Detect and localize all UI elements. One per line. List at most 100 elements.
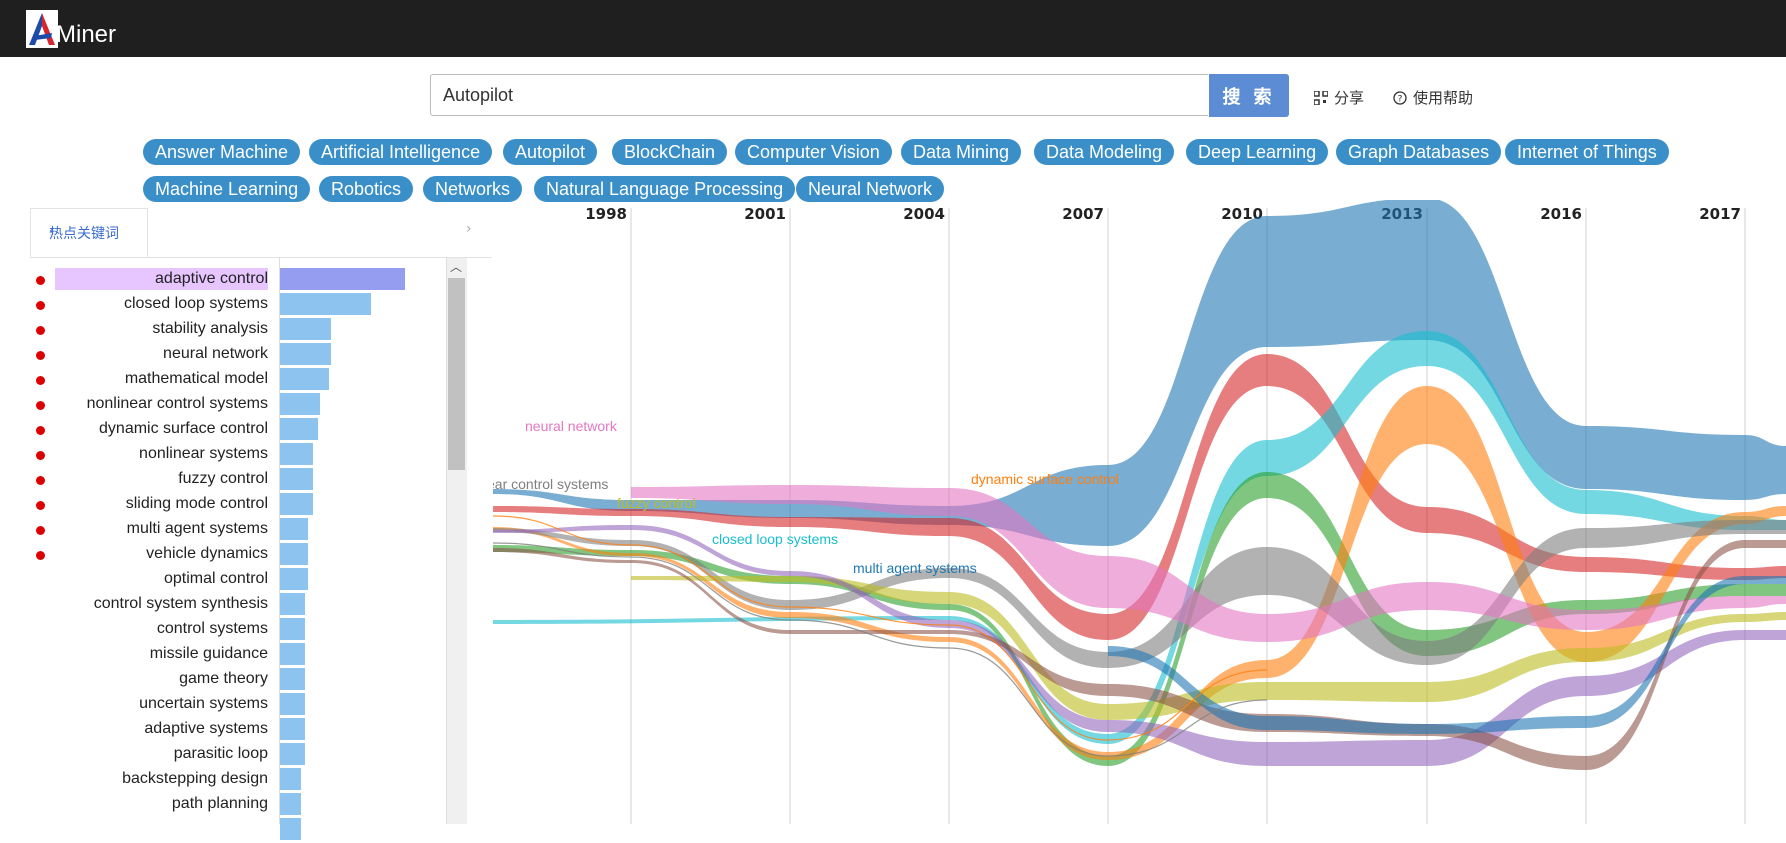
- hot-indicator-dot: [36, 451, 45, 460]
- tab-hot-keywords-label: 热点关键词: [49, 226, 119, 242]
- stream-label: closed loop systems: [712, 531, 838, 547]
- search-input[interactable]: [430, 74, 1208, 116]
- stream-band-blue: [493, 200, 1786, 546]
- keyword-label: backstepping design: [122, 770, 268, 787]
- tag-robotics[interactable]: Robotics: [319, 176, 414, 202]
- list-item[interactable]: uncertain systems: [0, 693, 460, 718]
- keyword-label: parasitic loop: [173, 745, 268, 762]
- keyword-label: closed loop systems: [123, 295, 268, 312]
- tag-deep-learning[interactable]: Deep Learning: [1186, 139, 1329, 165]
- keyword-bar: [280, 343, 331, 365]
- keyword-bar: [280, 318, 331, 340]
- list-item[interactable]: optimal control: [0, 568, 460, 593]
- keyword-label: mathematical model: [124, 370, 268, 387]
- tag-data-mining[interactable]: Data Mining: [901, 139, 1022, 165]
- list-item[interactable]: backstepping design: [0, 768, 460, 793]
- list-item[interactable]: stability analysis: [0, 318, 460, 343]
- stream-label: dynamic surface control: [971, 471, 1119, 487]
- chevron-left-icon[interactable]: ‹: [49, 223, 55, 239]
- keyword-label: game theory: [179, 670, 268, 687]
- tag-machine-learning[interactable]: Machine Learning: [143, 176, 311, 202]
- hot-indicator-dot: [36, 501, 45, 510]
- stream-label: ear control systems: [493, 476, 608, 492]
- aminer-logo[interactable]: Miner: [26, 6, 116, 48]
- hot-indicator-dot: [36, 551, 45, 560]
- tag-natural-language-processing[interactable]: Natural Language Processing: [534, 176, 796, 202]
- keyword-label: uncertain systems: [139, 695, 268, 712]
- list-item[interactable]: fuzzy control: [0, 468, 460, 493]
- keyword-bar: [280, 468, 313, 490]
- year-tick-label: 2010: [1221, 205, 1263, 223]
- tag-internet-of-things[interactable]: Internet of Things: [1505, 139, 1669, 165]
- keyword-bar: [280, 418, 318, 440]
- help-label: 使用帮助: [1413, 89, 1474, 107]
- share-button[interactable]: 分享: [1314, 87, 1364, 108]
- list-item[interactable]: vehicle dynamics: [0, 543, 460, 568]
- keyword-bar: [280, 693, 305, 715]
- year-tick-label: 1998: [585, 205, 627, 223]
- year-tick-label: 2004: [903, 205, 945, 223]
- tab-divider: [30, 257, 492, 258]
- keyword-label: adaptive systems: [144, 720, 268, 737]
- hot-indicator-dot: [36, 301, 45, 310]
- tag-neural-network[interactable]: Neural Network: [796, 176, 945, 202]
- tag-answer-machine[interactable]: Answer Machine: [143, 139, 301, 165]
- keyword-bar: [280, 668, 305, 690]
- keyword-label: missile guidance: [149, 645, 268, 662]
- stream-band-olive: [631, 576, 1786, 720]
- keyword-label: adaptive control: [55, 268, 268, 290]
- hot-indicator-dot: [36, 476, 45, 485]
- year-tick-label: 2001: [744, 205, 786, 223]
- tag-blockchain[interactable]: BlockChain: [612, 139, 728, 165]
- keyword-bar: [280, 618, 305, 640]
- logo-text: Miner: [56, 21, 117, 48]
- list-item[interactable]: dynamic surface control: [0, 418, 460, 443]
- list-item[interactable]: neural network: [0, 343, 460, 368]
- list-item[interactable]: nonlinear control systems: [0, 393, 460, 418]
- list-item[interactable]: closed loop systems: [0, 293, 460, 318]
- keyword-label: stability analysis: [152, 320, 268, 337]
- keyword-label: [256, 818, 268, 840]
- list-item[interactable]: adaptive systems: [0, 718, 460, 743]
- search-button[interactable]: 搜 索: [1209, 74, 1289, 117]
- tag-autopilot[interactable]: Autopilot: [503, 139, 598, 165]
- streamgraph-svg: 19982001200420072010201320162017neural n…: [493, 200, 1786, 824]
- list-item[interactable]: control system synthesis: [0, 593, 460, 618]
- streamgraph-chart: 19982001200420072010201320162017neural n…: [493, 200, 1786, 824]
- list-item[interactable]: parasitic loop: [0, 743, 460, 768]
- year-tick-label: 2017: [1699, 205, 1741, 223]
- top-navigation-bar: Miner: [0, 0, 1786, 57]
- keyword-bar: [280, 293, 371, 315]
- hot-indicator-dot: [36, 426, 45, 435]
- list-item[interactable]: adaptive control: [0, 268, 460, 293]
- list-item[interactable]: sliding mode control: [0, 493, 460, 518]
- list-item[interactable]: nonlinear systems: [0, 443, 460, 468]
- year-tick-label: 2016: [1540, 205, 1582, 223]
- list-item[interactable]: missile guidance: [0, 643, 460, 668]
- scroll-up-icon[interactable]: ︿: [450, 260, 463, 274]
- tag-data-modeling[interactable]: Data Modeling: [1034, 139, 1175, 165]
- chevron-right-icon[interactable]: ›: [466, 221, 472, 237]
- keyword-bar: [280, 543, 308, 565]
- list-item[interactable]: game theory: [0, 668, 460, 693]
- list-item[interactable]: [0, 818, 460, 843]
- tag-graph-databases[interactable]: Graph Databases: [1336, 139, 1502, 165]
- help-button[interactable]: ? 使用帮助: [1393, 87, 1473, 108]
- keyword-bar: [280, 518, 308, 540]
- hot-indicator-dot: [36, 401, 45, 410]
- tag-artificial-intelligence[interactable]: Artificial Intelligence: [309, 139, 493, 165]
- list-item[interactable]: path planning: [0, 793, 460, 818]
- keyword-label: neural network: [163, 345, 268, 362]
- aminer-logo-icon: [26, 10, 58, 48]
- tag-computer-vision[interactable]: Computer Vision: [735, 139, 892, 165]
- stream-band-pink: [631, 485, 1786, 642]
- list-item[interactable]: control systems: [0, 618, 460, 643]
- tag-networks[interactable]: Networks: [423, 176, 523, 202]
- keyword-scrollbar-thumb[interactable]: [448, 278, 465, 470]
- list-item[interactable]: mathematical model: [0, 368, 460, 393]
- keyword-label: control systems: [156, 620, 268, 637]
- stream-label: neural network: [525, 418, 618, 434]
- list-item[interactable]: multi agent systems: [0, 518, 460, 543]
- keyword-label: vehicle dynamics: [146, 545, 268, 562]
- tab-hot-keywords[interactable]: ‹ 热点关键词: [30, 208, 148, 258]
